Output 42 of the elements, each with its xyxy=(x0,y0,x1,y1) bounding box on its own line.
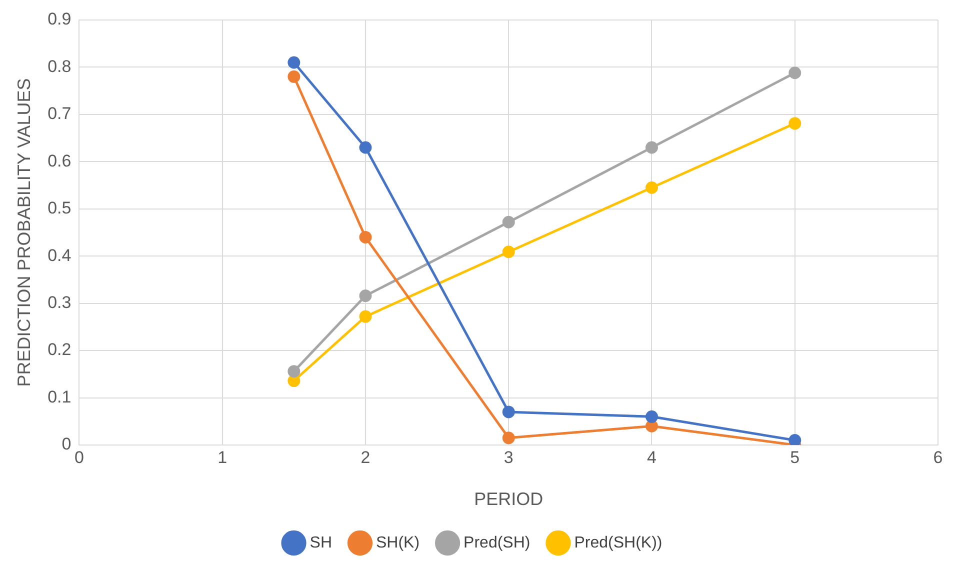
point xyxy=(288,70,300,83)
y-tick-label: 0.3 xyxy=(48,293,72,312)
point xyxy=(288,365,300,378)
legend-label: SH(K) xyxy=(376,534,420,552)
legend-label: SH xyxy=(310,534,332,552)
point xyxy=(502,216,515,228)
y-tick-label: 0.8 xyxy=(48,56,72,76)
point xyxy=(359,230,372,244)
y-tick-label: 0 xyxy=(62,434,72,454)
y-tick-label: 0.6 xyxy=(48,151,72,170)
x-tick-label: 1 xyxy=(218,448,228,467)
x-tick-label: 4 xyxy=(647,448,656,467)
point xyxy=(359,290,372,302)
point xyxy=(359,310,372,323)
point xyxy=(788,66,802,80)
y-tick-label: 0.2 xyxy=(48,340,72,360)
legend-label: Pred(SH) xyxy=(464,534,530,552)
x-tick-label: 2 xyxy=(360,448,370,467)
point xyxy=(645,410,658,423)
point xyxy=(645,181,658,194)
y-tick-label: 0.4 xyxy=(48,246,72,265)
x-tick-label: 6 xyxy=(933,448,943,467)
y-axis-title: PREDICTION PROBABILITY VALUES xyxy=(14,78,34,387)
y-tick-label: 0.5 xyxy=(48,198,72,218)
x-axis-title: PERIOD xyxy=(474,489,544,510)
point xyxy=(645,420,658,432)
point xyxy=(502,432,515,444)
point xyxy=(788,434,802,445)
point xyxy=(645,141,658,154)
point xyxy=(288,374,300,388)
point xyxy=(288,56,300,69)
legend-label: Pred(SH(K)) xyxy=(574,534,662,552)
x-tick-label: 5 xyxy=(790,448,800,467)
point xyxy=(788,117,802,130)
point xyxy=(502,406,515,418)
y-tick-label: 0.9 xyxy=(48,10,72,29)
point xyxy=(359,141,372,154)
x-tick-label: 3 xyxy=(504,448,514,467)
y-tick-label: 0.1 xyxy=(48,387,72,406)
point xyxy=(502,246,515,258)
y-tick-label: 0.7 xyxy=(48,104,72,124)
x-tick-label: 0 xyxy=(74,448,84,467)
